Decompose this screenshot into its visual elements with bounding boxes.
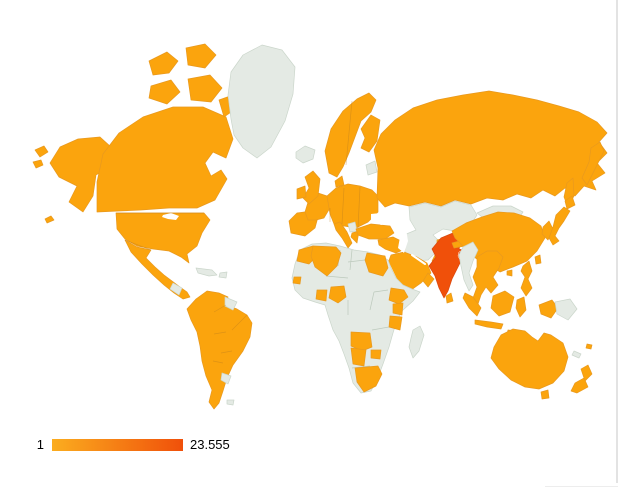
region-ireland[interactable] — [296, 185, 307, 200]
persian-gulf — [411, 254, 426, 265]
region-kamchatka[interactable] — [581, 141, 605, 186]
region-finland[interactable] — [360, 114, 381, 153]
region-new-caledonia[interactable] — [571, 350, 582, 359]
region-guyanas[interactable] — [224, 296, 238, 311]
region-south-africa[interactable] — [354, 365, 383, 393]
region-hispaniola[interactable] — [218, 271, 228, 279]
region-west-papua[interactable] — [538, 299, 559, 319]
region-usa[interactable] — [115, 212, 211, 264]
region-greenland[interactable] — [227, 44, 296, 159]
region-senegal[interactable] — [292, 276, 302, 285]
region-baltics[interactable] — [365, 160, 378, 176]
region-africa-no-data[interactable] — [291, 242, 421, 394]
region-denmark[interactable] — [334, 175, 345, 188]
legend-max-label: 23.555 — [190, 437, 230, 452]
region-java[interactable] — [474, 319, 504, 330]
panel-border-bottom — [545, 486, 618, 487]
region-new-zealand-north[interactable] — [580, 364, 593, 382]
region-angola[interactable] — [350, 331, 373, 352]
region-hainan[interactable] — [506, 269, 513, 277]
region-madagascar[interactable] — [408, 325, 425, 359]
region-hokkaido[interactable] — [564, 195, 576, 210]
great-lakes — [162, 213, 179, 220]
region-new-zealand-south[interactable] — [570, 377, 589, 394]
region-uruguay[interactable] — [220, 372, 232, 385]
region-iceland[interactable] — [295, 145, 316, 164]
region-falklands[interactable] — [226, 399, 235, 406]
border-south-america — [212, 304, 248, 364]
region-sulawesi[interactable] — [515, 296, 527, 318]
region-kenya[interactable] — [392, 302, 404, 316]
region-honduras-nicaragua[interactable] — [169, 282, 183, 296]
region-arctic-island[interactable] — [148, 51, 179, 76]
region-japan[interactable] — [548, 206, 571, 246]
region-borneo[interactable] — [490, 290, 515, 317]
region-algeria[interactable] — [310, 245, 342, 277]
region-fiji[interactable] — [585, 343, 593, 350]
region-australia[interactable] — [490, 328, 569, 390]
region-nigeria[interactable] — [328, 285, 347, 304]
region-sri-lanka[interactable] — [445, 292, 454, 304]
region-arctic-island[interactable] — [187, 74, 223, 103]
region-sumatra[interactable] — [462, 292, 482, 317]
region-tasmania[interactable] — [540, 389, 550, 400]
region-ethiopia[interactable] — [388, 287, 409, 305]
region-arctic-island[interactable] — [148, 79, 181, 105]
region-thailand-indochina[interactable] — [472, 250, 504, 308]
region-balkans[interactable] — [347, 221, 358, 233]
panel-border-right — [616, 0, 618, 483]
region-papua-new-guinea[interactable] — [554, 298, 578, 321]
legend-gradient-bar[interactable] — [52, 439, 183, 451]
region-levant-iraq[interactable] — [377, 236, 406, 254]
border-north-america — [116, 212, 204, 251]
legend-min-label: 1 — [36, 437, 44, 452]
region-myanmar[interactable] — [458, 241, 479, 292]
region-alaska[interactable] — [49, 136, 112, 213]
region-taiwan[interactable] — [534, 254, 542, 265]
region-aleutians[interactable] — [44, 215, 55, 224]
region-cuba[interactable] — [195, 267, 218, 277]
black-sea — [371, 212, 396, 225]
region-italy[interactable] — [333, 221, 353, 249]
region-oman[interactable] — [422, 272, 435, 288]
caspian-sea — [398, 227, 408, 253]
region-chukotka-fragment[interactable] — [34, 145, 49, 158]
region-india[interactable] — [428, 232, 477, 299]
region-zimbabwe[interactable] — [370, 349, 382, 360]
border-europe — [329, 100, 361, 229]
region-arctic-island[interactable] — [185, 43, 217, 69]
region-ghana[interactable] — [315, 289, 328, 302]
region-united-kingdom[interactable] — [302, 170, 321, 205]
region-philippines[interactable] — [520, 260, 533, 297]
region-russia[interactable] — [373, 90, 608, 208]
region-namibia[interactable] — [350, 347, 367, 367]
region-central-europe[interactable] — [326, 183, 379, 229]
region-egypt[interactable] — [364, 252, 389, 277]
region-chukotka-fragment[interactable] — [32, 159, 44, 169]
region-canada[interactable] — [96, 106, 234, 213]
region-turkey[interactable] — [355, 223, 395, 240]
region-tanzania[interactable] — [388, 315, 403, 331]
region-scandinavia[interactable] — [324, 92, 377, 178]
